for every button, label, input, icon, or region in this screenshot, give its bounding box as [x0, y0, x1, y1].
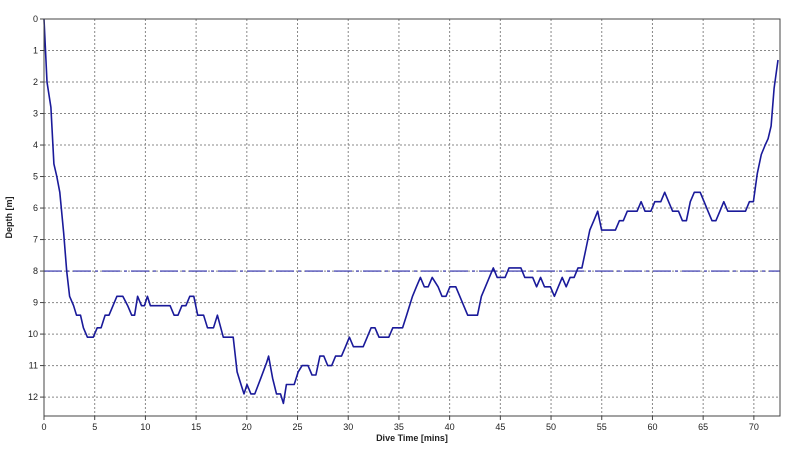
- x-tick-label: 20: [242, 422, 252, 432]
- series-line-depth: [43, 18, 779, 405]
- plot-frame: [43, 18, 781, 417]
- x-axis-title: Dive Time [mins]: [376, 433, 448, 443]
- x-tick-label: 45: [495, 422, 505, 432]
- y-tick-label: 3: [33, 109, 38, 119]
- y-tick-label: 2: [33, 77, 38, 87]
- x-tick-label: 35: [394, 422, 404, 432]
- x-tick-label: 15: [191, 422, 201, 432]
- y-tick-label: 9: [33, 298, 38, 308]
- y-tick-label: 1: [33, 46, 38, 56]
- y-axis-title: Depth [m]: [4, 197, 14, 239]
- series-layer: [43, 18, 779, 405]
- x-tick-label: 55: [597, 422, 607, 432]
- x-tick-label: 50: [546, 422, 556, 432]
- y-tick-label: 6: [33, 203, 38, 213]
- y-tick-label: 4: [33, 140, 38, 150]
- y-tick-label: 12: [28, 392, 38, 402]
- x-tick-label: 40: [445, 422, 455, 432]
- x-tick-label: 25: [293, 422, 303, 432]
- y-tick-label: 7: [33, 235, 38, 245]
- y-tick-label: 5: [33, 172, 38, 182]
- x-tick-label: 70: [749, 422, 759, 432]
- y-tick-label: 0: [33, 14, 38, 24]
- x-tick-label: 65: [698, 422, 708, 432]
- x-tick-label: 0: [41, 422, 46, 432]
- y-tick-label: 8: [33, 266, 38, 276]
- x-tick-label: 60: [647, 422, 657, 432]
- x-tick-label: 10: [140, 422, 150, 432]
- x-tick-label: 5: [92, 422, 97, 432]
- x-tick-label: 30: [343, 422, 353, 432]
- y-tick-label: 10: [28, 329, 38, 339]
- y-tick-label: 11: [29, 361, 38, 371]
- x-axis: 0 5 10 15 20 25 30 35 40 45 50 55 60 65 70: [41, 416, 759, 432]
